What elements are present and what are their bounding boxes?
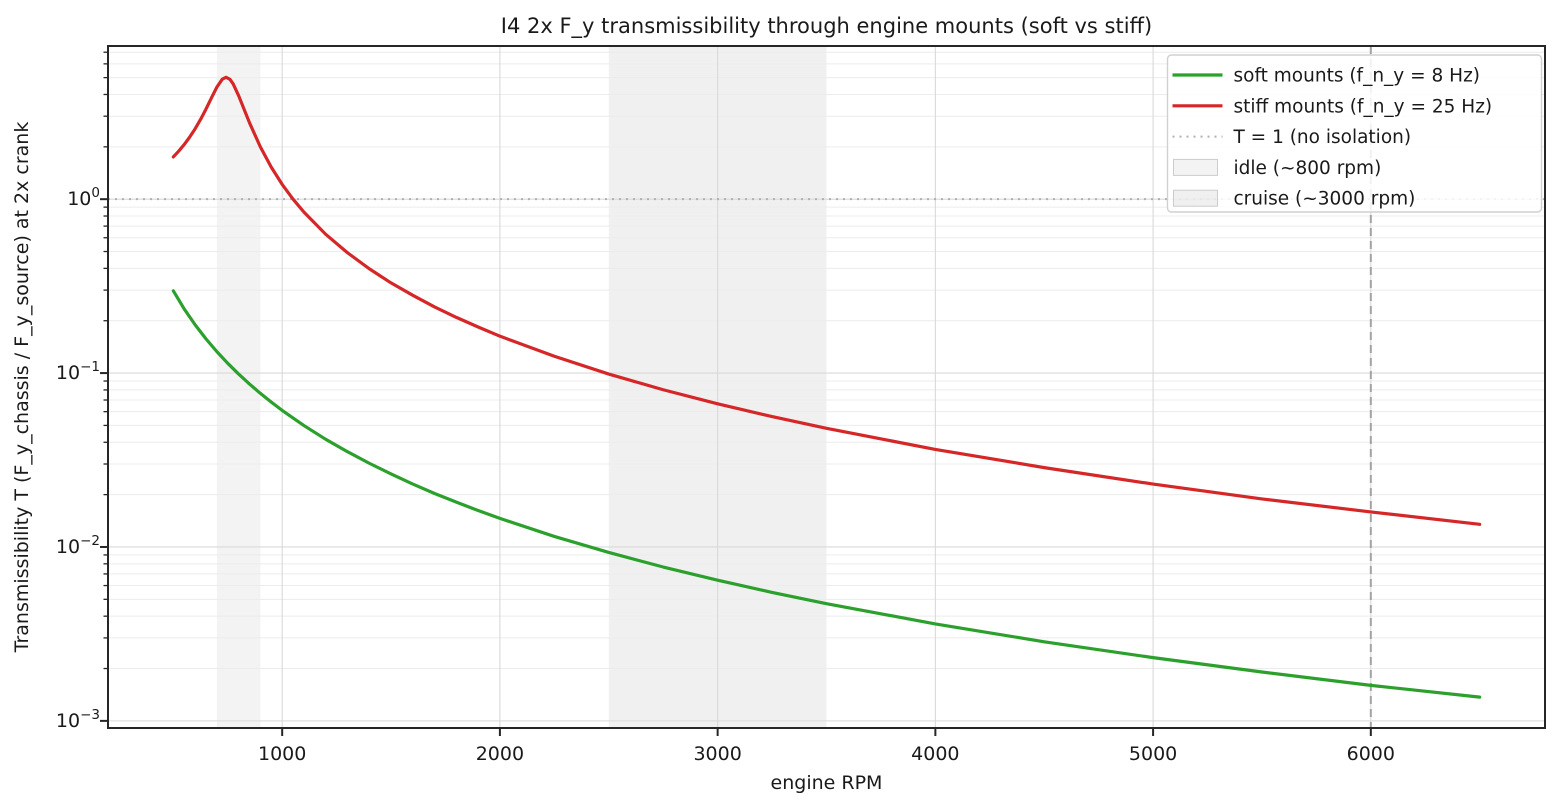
legend-entry: stiff mounts (f_n_y = 25 Hz) <box>1172 96 1493 117</box>
x-tick-label: 5000 <box>1129 743 1177 765</box>
soft-mounts-curve <box>171 289 1482 699</box>
legend-label: idle (~800 rpm) <box>1234 158 1382 179</box>
legend-box <box>1166 54 1543 213</box>
legend-patch-swatch <box>1173 158 1218 176</box>
x-tick-label: 2000 <box>476 743 524 765</box>
legend: soft mounts (f_n_y = 8 Hz) stiff mounts (… <box>1166 54 1543 213</box>
x-tick-label: 6000 <box>1347 743 1395 765</box>
stiff-mounts-curve <box>171 75 1482 526</box>
y-tick-label: 10−2 <box>56 533 100 558</box>
legend-label: T = 1 (no isolation) <box>1233 127 1412 148</box>
legend-entry: T = 1 (no isolation) <box>1172 127 1412 148</box>
axis-ticks: 1000 2000 3000 4000 5000 6000 100 10−1 10−2 10−3 <box>56 51 1395 765</box>
y-axis-label: Transmissibility T (F_y_chassis / F_y_so… <box>11 122 33 654</box>
legend-label: stiff mounts (f_n_y = 25 Hz) <box>1234 96 1493 117</box>
legend-patch-swatch <box>1173 189 1218 207</box>
legend-entry: idle (~800 rpm) <box>1173 158 1382 179</box>
legend-label: soft mounts (f_n_y = 8 Hz) <box>1234 66 1481 87</box>
y-tick-label: 100 <box>67 185 100 210</box>
legend-entry: cruise (~3000 rpm) <box>1173 189 1416 210</box>
y-tick-label: 10−1 <box>56 359 100 384</box>
x-tick-label: 1000 <box>258 743 306 765</box>
x-tick-label: 4000 <box>911 743 959 765</box>
chart-title: I4 2x F_y transmissibility through engin… <box>501 14 1152 39</box>
legend-entry: soft mounts (f_n_y = 8 Hz) <box>1172 66 1481 87</box>
y-tick-label: 10−3 <box>56 707 100 732</box>
x-axis-label: engine RPM <box>771 772 883 794</box>
axes-spines <box>107 45 1546 729</box>
legend-label: cruise (~3000 rpm) <box>1234 189 1416 210</box>
x-tick-label: 3000 <box>693 743 741 765</box>
